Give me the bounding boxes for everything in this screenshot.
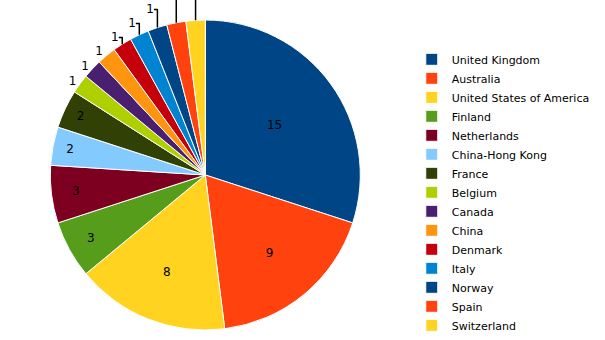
svg-text:Norway: Norway xyxy=(452,282,494,295)
svg-text:Denmark: Denmark xyxy=(452,244,503,257)
svg-text:Australia: Australia xyxy=(452,73,501,86)
svg-text:Finland: Finland xyxy=(452,111,491,124)
svg-text:1: 1 xyxy=(69,74,77,88)
svg-text:Italy: Italy xyxy=(452,263,476,276)
svg-text:1: 1 xyxy=(128,16,136,30)
svg-text:China-Hong Kong: China-Hong Kong xyxy=(452,149,547,162)
svg-text:15: 15 xyxy=(267,118,282,132)
svg-text:1: 1 xyxy=(165,0,173,2)
svg-text:Switzerland: Switzerland xyxy=(452,320,516,333)
svg-text:9: 9 xyxy=(266,246,274,260)
svg-text:8: 8 xyxy=(163,265,171,279)
svg-text:3: 3 xyxy=(72,184,80,198)
svg-text:China: China xyxy=(452,225,483,238)
svg-text:1: 1 xyxy=(81,59,89,73)
svg-text:1: 1 xyxy=(146,2,154,16)
svg-text:2: 2 xyxy=(77,109,85,123)
svg-text:1: 1 xyxy=(111,30,119,44)
svg-text:1: 1 xyxy=(95,44,103,58)
svg-text:Belgium: Belgium xyxy=(452,187,497,200)
svg-text:France: France xyxy=(452,168,489,181)
svg-text:3: 3 xyxy=(87,231,95,245)
svg-text:Canada: Canada xyxy=(452,206,494,219)
svg-text:Spain: Spain xyxy=(452,301,483,314)
svg-text:Netherlands: Netherlands xyxy=(452,130,519,143)
svg-text:United Kingdom: United Kingdom xyxy=(452,54,540,67)
svg-text:2: 2 xyxy=(66,142,74,156)
svg-text:United States of America: United States of America xyxy=(452,92,589,105)
